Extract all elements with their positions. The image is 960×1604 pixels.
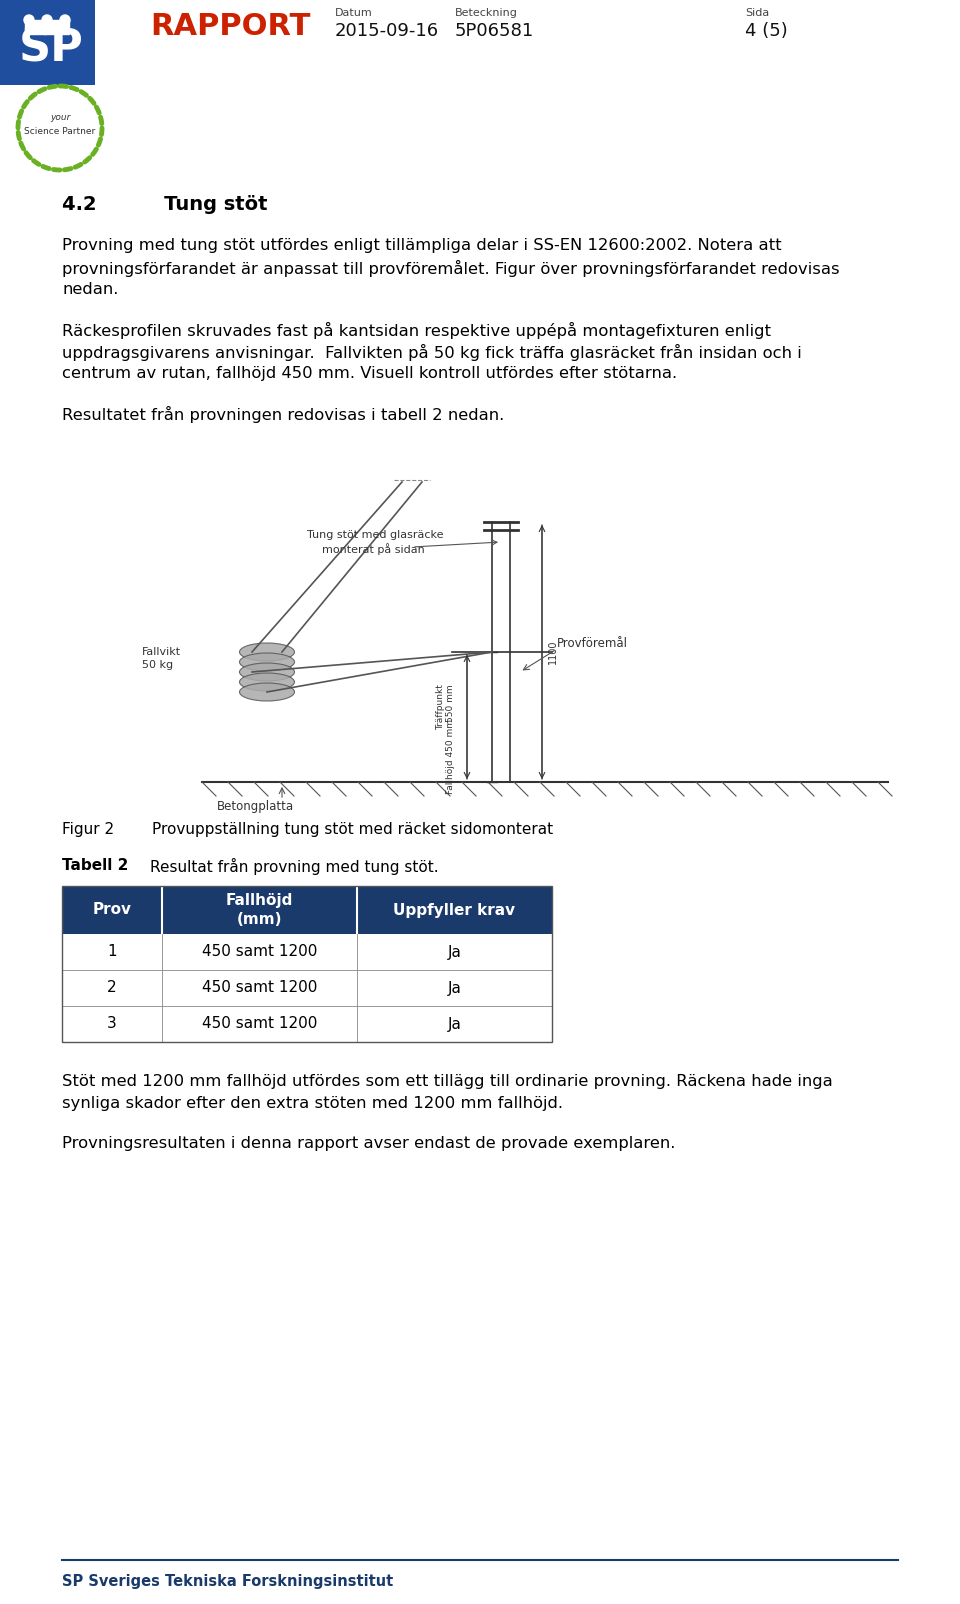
Bar xyxy=(62,885,552,1043)
Text: 450 samt 1200: 450 samt 1200 xyxy=(202,1017,317,1031)
Text: 2: 2 xyxy=(108,980,117,996)
Text: Figur 2: Figur 2 xyxy=(62,821,114,837)
Text: Träffpunkt
550 mm: Träffpunkt 550 mm xyxy=(436,683,455,730)
Text: 450 samt 1200: 450 samt 1200 xyxy=(202,980,317,996)
Ellipse shape xyxy=(239,643,295,661)
Text: RAPPORT: RAPPORT xyxy=(150,11,310,42)
Circle shape xyxy=(60,14,70,26)
Bar xyxy=(162,970,357,1006)
Text: 450 samt 1200: 450 samt 1200 xyxy=(202,945,317,959)
Bar xyxy=(357,934,552,970)
Bar xyxy=(357,885,552,934)
Text: uppdragsgivarens anvisningar.  Fallvikten på 50 kg fick träffa glasräcket från i: uppdragsgivarens anvisningar. Fallvikten… xyxy=(62,343,802,361)
Text: 1100: 1100 xyxy=(548,640,558,664)
Text: Betongplatta: Betongplatta xyxy=(217,800,294,813)
Text: 5P06581: 5P06581 xyxy=(455,22,535,40)
Text: Fallvikt
50 kg: Fallvikt 50 kg xyxy=(142,646,181,670)
Text: Resultatet från provningen redovisas i tabell 2 nedan.: Resultatet från provningen redovisas i t… xyxy=(62,406,504,423)
Text: Tung stöt med glasräcke: Tung stöt med glasräcke xyxy=(307,529,444,541)
Ellipse shape xyxy=(239,653,295,670)
Text: SP Sveriges Tekniska Forskningsinstitut: SP Sveriges Tekniska Forskningsinstitut xyxy=(62,1574,394,1590)
Text: Provning med tung stöt utfördes enligt tillämpliga delar i SS-EN 12600:2002. Not: Provning med tung stöt utfördes enligt t… xyxy=(62,237,781,253)
Bar xyxy=(162,934,357,970)
Text: 2015-09-16: 2015-09-16 xyxy=(335,22,439,40)
Text: 4.2          Tung stöt: 4.2 Tung stöt xyxy=(62,196,268,213)
Text: centrum av rutan, fallhöjd 450 mm. Visuell kontroll utfördes efter stötarna.: centrum av rutan, fallhöjd 450 mm. Visue… xyxy=(62,366,677,382)
Text: Stöt med 1200 mm fallhöjd utfördes som ett tillägg till ordinarie provning. Räck: Stöt med 1200 mm fallhöjd utfördes som e… xyxy=(62,1075,832,1089)
Circle shape xyxy=(42,14,52,26)
Text: Ja: Ja xyxy=(447,980,462,996)
Text: Datum: Datum xyxy=(335,8,372,18)
Bar xyxy=(0,0,95,85)
Ellipse shape xyxy=(239,674,295,691)
Bar xyxy=(62,970,162,1006)
Bar xyxy=(162,1006,357,1043)
Text: Provuppställning tung stöt med räcket sidomonterat: Provuppställning tung stöt med räcket si… xyxy=(152,821,553,837)
Text: monterat på sidan: monterat på sidan xyxy=(322,544,424,555)
Text: Tabell 2: Tabell 2 xyxy=(62,858,129,873)
Bar xyxy=(62,885,162,934)
Text: Fallhöjd 450 mm: Fallhöjd 450 mm xyxy=(446,720,455,794)
Bar xyxy=(62,934,162,970)
Bar xyxy=(25,19,69,30)
Text: Uppfyller krav: Uppfyller krav xyxy=(394,903,516,917)
Text: Ja: Ja xyxy=(447,945,462,959)
Text: Prov: Prov xyxy=(92,903,132,917)
Bar xyxy=(62,1006,162,1043)
Text: Science Partner: Science Partner xyxy=(24,127,96,135)
Text: 4 (5): 4 (5) xyxy=(745,22,788,40)
Bar xyxy=(162,885,357,934)
Bar xyxy=(357,1006,552,1043)
Text: Provningsresultaten i denna rapport avser endast de provade exemplaren.: Provningsresultaten i denna rapport avse… xyxy=(62,1136,676,1152)
Circle shape xyxy=(24,91,96,164)
Text: Sida: Sida xyxy=(745,8,769,18)
Text: 1: 1 xyxy=(108,945,117,959)
Circle shape xyxy=(24,14,34,26)
Ellipse shape xyxy=(239,662,295,682)
Text: Fallhöjd
(mm): Fallhöjd (mm) xyxy=(226,893,293,927)
Text: SP: SP xyxy=(19,27,84,71)
Text: 3: 3 xyxy=(108,1017,117,1031)
Bar xyxy=(357,970,552,1006)
Text: Beteckning: Beteckning xyxy=(455,8,517,18)
Text: synliga skador efter den extra stöten med 1200 mm fallhöjd.: synliga skador efter den extra stöten me… xyxy=(62,1096,563,1112)
Bar xyxy=(25,27,69,34)
Text: Ja: Ja xyxy=(447,1017,462,1031)
Text: nedan.: nedan. xyxy=(62,282,118,297)
Text: Provföremål: Provföremål xyxy=(557,637,628,650)
Ellipse shape xyxy=(239,683,295,701)
Text: Räckesprofilen skruvades fast på kantsidan respektive uppépå montagefixturen enl: Räckesprofilen skruvades fast på kantsid… xyxy=(62,322,771,338)
Text: provningsförfarandet är anpassat till provföremålet. Figur över provningsförfara: provningsförfarandet är anpassat till pr… xyxy=(62,260,840,277)
Text: Resultat från provning med tung stöt.: Resultat från provning med tung stöt. xyxy=(150,858,439,876)
Text: your: your xyxy=(50,114,70,122)
